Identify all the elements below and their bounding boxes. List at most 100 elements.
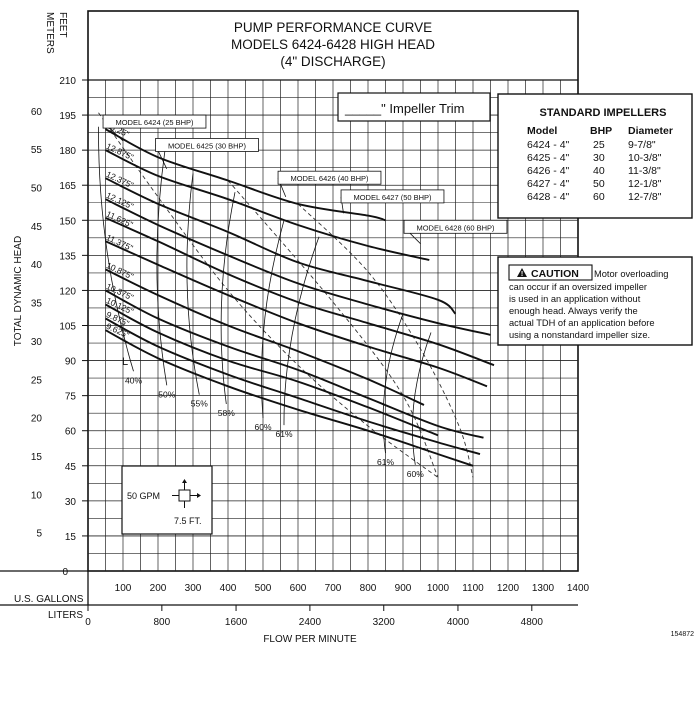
feet-axis-unit: FEET xyxy=(57,12,68,38)
feet-tick-label: 75 xyxy=(65,392,77,403)
caution-text: Motor overloading xyxy=(594,269,668,279)
impeller-curve xyxy=(105,289,484,439)
gpm-tick-label: 1000 xyxy=(427,583,450,594)
feet-tick-label: 165 xyxy=(59,181,76,192)
chart-title-line: (4" DISCHARGE) xyxy=(280,54,385,69)
gpm-tick-label: 100 xyxy=(115,583,132,594)
efficiency-curve xyxy=(283,236,320,426)
table-cell: 6428 - 4" xyxy=(527,191,570,203)
meter-tick-label: 40 xyxy=(31,260,43,271)
table-cell: 10-3/8" xyxy=(628,152,662,164)
impeller-curve xyxy=(105,240,488,388)
feet-tick-label: 150 xyxy=(59,216,76,227)
impeller-curve xyxy=(105,303,439,437)
table-cell: 50 xyxy=(593,178,605,190)
x-axis-title: FLOW PER MINUTE xyxy=(263,634,357,645)
efficiency-curve xyxy=(382,313,404,454)
impeller-trim-label: _____" Impeller Trim xyxy=(344,101,465,116)
meter-tick-label: 50 xyxy=(31,184,43,195)
gpm-tick-label: 800 xyxy=(360,583,377,594)
impeller-curve xyxy=(105,317,481,456)
standard-impellers-table xyxy=(497,93,693,219)
table-cell: 6426 - 4" xyxy=(527,165,570,177)
max-impeller-limit-dashed xyxy=(227,180,439,478)
table-cell: 12-7/8" xyxy=(628,191,662,203)
feet-tick-label: 120 xyxy=(59,286,76,297)
efficiency-label: 50% xyxy=(158,389,175,399)
caution-text: is used in an application without xyxy=(509,294,641,304)
gpm-tick-label: 1300 xyxy=(532,583,555,594)
impeller-curve xyxy=(105,177,457,315)
gpm-tick-label: 300 xyxy=(185,583,202,594)
table-cell: 6425 - 4" xyxy=(527,152,570,164)
arrow-right-icon xyxy=(197,493,201,498)
impeller-curve xyxy=(105,217,495,367)
feet-tick-label: 195 xyxy=(59,111,76,122)
liter-tick-label: 800 xyxy=(154,617,171,628)
model-label: MODEL 6425 (30 BHP) xyxy=(168,141,247,150)
liter-tick-label: 2400 xyxy=(299,617,322,628)
feet-tick-label: 210 xyxy=(59,76,76,87)
table-title: STANDARD IMPELLERS xyxy=(540,107,667,119)
model-label-box xyxy=(340,189,445,204)
gpm-tick-label: 700 xyxy=(325,583,342,594)
efficiency-label: 58% xyxy=(218,408,235,418)
efficiency-label: 61% xyxy=(275,429,292,439)
gpm-tick-label: 1100 xyxy=(462,583,484,594)
meter-tick-label: 10 xyxy=(31,490,43,501)
feet-tick-label: 30 xyxy=(65,497,77,508)
caution-label: CAUTION xyxy=(531,268,579,280)
warning-triangle-icon xyxy=(517,268,527,277)
feet-tick-label: 60 xyxy=(65,427,77,438)
gpm-tick-label: 1400 xyxy=(567,583,590,594)
efficiency-label: 60% xyxy=(407,469,424,479)
gpm-tick-label: 900 xyxy=(395,583,412,594)
liter-tick-label: 4000 xyxy=(447,617,470,628)
meter-tick-label: 25 xyxy=(31,375,43,386)
arrow-up-icon xyxy=(182,479,187,483)
meter-tick-label: 55 xyxy=(31,145,43,156)
gpm-tick-label: 1200 xyxy=(497,583,520,594)
efficiency-label: 61% xyxy=(377,457,394,467)
efficiency-curve xyxy=(261,220,285,419)
meter-tick-label: 60 xyxy=(31,107,43,118)
caution-text: actual TDH of an application before xyxy=(509,318,655,328)
meter-tick-label: 45 xyxy=(31,222,43,233)
liter-tick-label: 4800 xyxy=(521,617,544,628)
impeller-trim-marker: L xyxy=(122,356,128,368)
liter-tick-label: 1600 xyxy=(225,617,248,628)
efficiency-label: 40% xyxy=(125,375,142,385)
efficiency-curve xyxy=(220,192,236,405)
model-label: MODEL 6427 (50 BHP) xyxy=(353,193,432,202)
table-cell: 6424 - 4" xyxy=(527,139,570,151)
liters-unit-label: LITERS xyxy=(48,610,83,621)
efficiency-curves: 40% 50% 55% 58% 60% 61% 61% 60% xyxy=(98,126,432,479)
meter-tick-label: 15 xyxy=(31,452,43,463)
efficiency-curve xyxy=(156,150,168,386)
caution-badge xyxy=(508,264,593,281)
feet-tick-label: 180 xyxy=(59,146,76,157)
liter-tick-label: 0 xyxy=(85,617,91,628)
chart-title-line: MODELS 6424-6428 HIGH HEAD xyxy=(231,37,435,52)
table-cell: 11-3/8" xyxy=(628,165,661,177)
y-axis-title: TOTAL DYNAMIC HEAD xyxy=(13,236,24,346)
table-cell: 12-1/8" xyxy=(628,178,662,190)
scale-legend-box xyxy=(121,465,213,535)
model-label-box xyxy=(403,219,508,234)
table-cell: 40 xyxy=(593,165,605,177)
model-label-box xyxy=(155,138,259,152)
impeller-curve xyxy=(105,128,386,222)
gpm-tick-label: 200 xyxy=(150,583,167,594)
chart-title-line: PUMP PERFORMANCE CURVE xyxy=(234,20,432,35)
table-header: Diameter xyxy=(628,125,673,137)
max-impeller-limit-dashed xyxy=(297,203,474,478)
warning-exclamation: ! xyxy=(521,271,523,278)
feet-tick-label: 15 xyxy=(65,532,77,543)
efficiency-label: 55% xyxy=(191,399,208,409)
meters-axis-unit: METERS xyxy=(44,12,55,54)
impeller-curve xyxy=(105,149,430,261)
efficiency-curve xyxy=(186,173,200,395)
gpm-tick-label: 500 xyxy=(255,583,272,594)
table-cell: 60 xyxy=(593,191,605,203)
